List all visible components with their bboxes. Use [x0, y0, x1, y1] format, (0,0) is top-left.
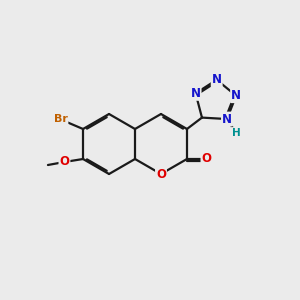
Text: N: N — [222, 112, 232, 125]
Text: H: H — [232, 128, 240, 138]
Text: Br: Br — [54, 114, 68, 124]
Text: O: O — [156, 167, 166, 181]
Text: N: N — [231, 89, 241, 102]
Text: O: O — [202, 152, 212, 166]
Text: N: N — [190, 87, 201, 100]
Text: O: O — [59, 155, 69, 169]
Text: N: N — [212, 73, 222, 86]
